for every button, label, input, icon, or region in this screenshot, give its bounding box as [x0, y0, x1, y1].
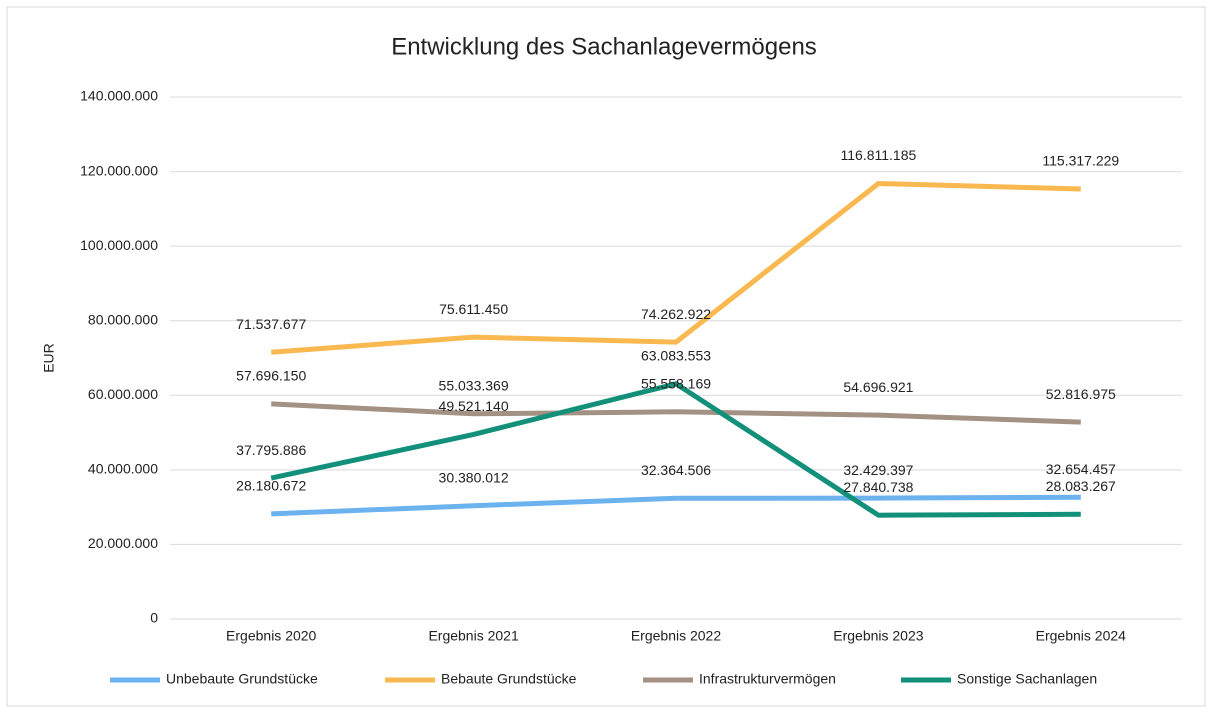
data-label: 55.558.169: [641, 376, 711, 392]
x-tick-label: Ergebnis 2024: [1036, 628, 1127, 644]
y-axis-label: EUR: [41, 343, 57, 373]
data-label: 116.811.185: [841, 147, 917, 163]
data-label: 37.795.886: [236, 442, 306, 458]
data-label: 30.380.012: [439, 469, 509, 485]
data-label: 55.033.369: [439, 378, 509, 394]
data-label: 32.364.506: [641, 462, 711, 478]
data-label: 74.262.922: [641, 306, 711, 322]
data-label: 27.840.738: [843, 479, 913, 495]
data-label: 28.180.672: [236, 478, 306, 494]
chart-title: Entwicklung des Sachanlagevermögens: [391, 33, 817, 60]
y-tick-label: 120.000.000: [80, 162, 158, 178]
data-label: 115.317.229: [1042, 153, 1119, 169]
y-tick-label: 60.000.000: [88, 386, 158, 402]
data-label: 28.083.267: [1046, 478, 1116, 494]
x-tick-label: Ergebnis 2020: [226, 628, 317, 644]
data-label: 75.611.450: [439, 301, 508, 317]
y-tick-label: 0: [150, 610, 158, 626]
data-label: 63.083.553: [641, 347, 711, 363]
y-tick-label: 40.000.000: [88, 461, 158, 477]
series-line: [271, 181, 1081, 355]
series-line: [271, 494, 1081, 517]
x-tick-label: Ergebnis 2021: [428, 628, 519, 644]
legend-label: Infrastrukturvermögen: [699, 671, 836, 687]
y-tick-label: 140.000.000: [80, 88, 158, 104]
data-label: 71.537.677: [236, 316, 306, 332]
x-tick-label: Ergebnis 2022: [631, 628, 722, 644]
y-tick-label: 100.000.000: [80, 237, 158, 253]
legend-label: Sonstige Sachanlagen: [957, 671, 1097, 687]
data-label: 54.696.921: [843, 379, 913, 395]
data-label: 52.816.975: [1046, 386, 1116, 402]
data-label: 32.429.397: [843, 462, 913, 478]
series-line: [270, 381, 1081, 518]
y-tick-label: 20.000.000: [88, 535, 158, 551]
series-line: [271, 401, 1081, 425]
y-tick-label: 80.000.000: [88, 311, 158, 327]
data-label: 57.696.150: [236, 368, 306, 384]
legend-label: Bebaute Grundstücke: [441, 671, 577, 687]
x-tick-label: Ergebnis 2023: [833, 628, 924, 644]
data-label: 49.521.140: [439, 398, 509, 414]
chart-frame: [6, 6, 1206, 707]
data-label: 32.654.457: [1046, 461, 1116, 477]
legend-label: Unbebaute Grundstücke: [166, 671, 318, 687]
